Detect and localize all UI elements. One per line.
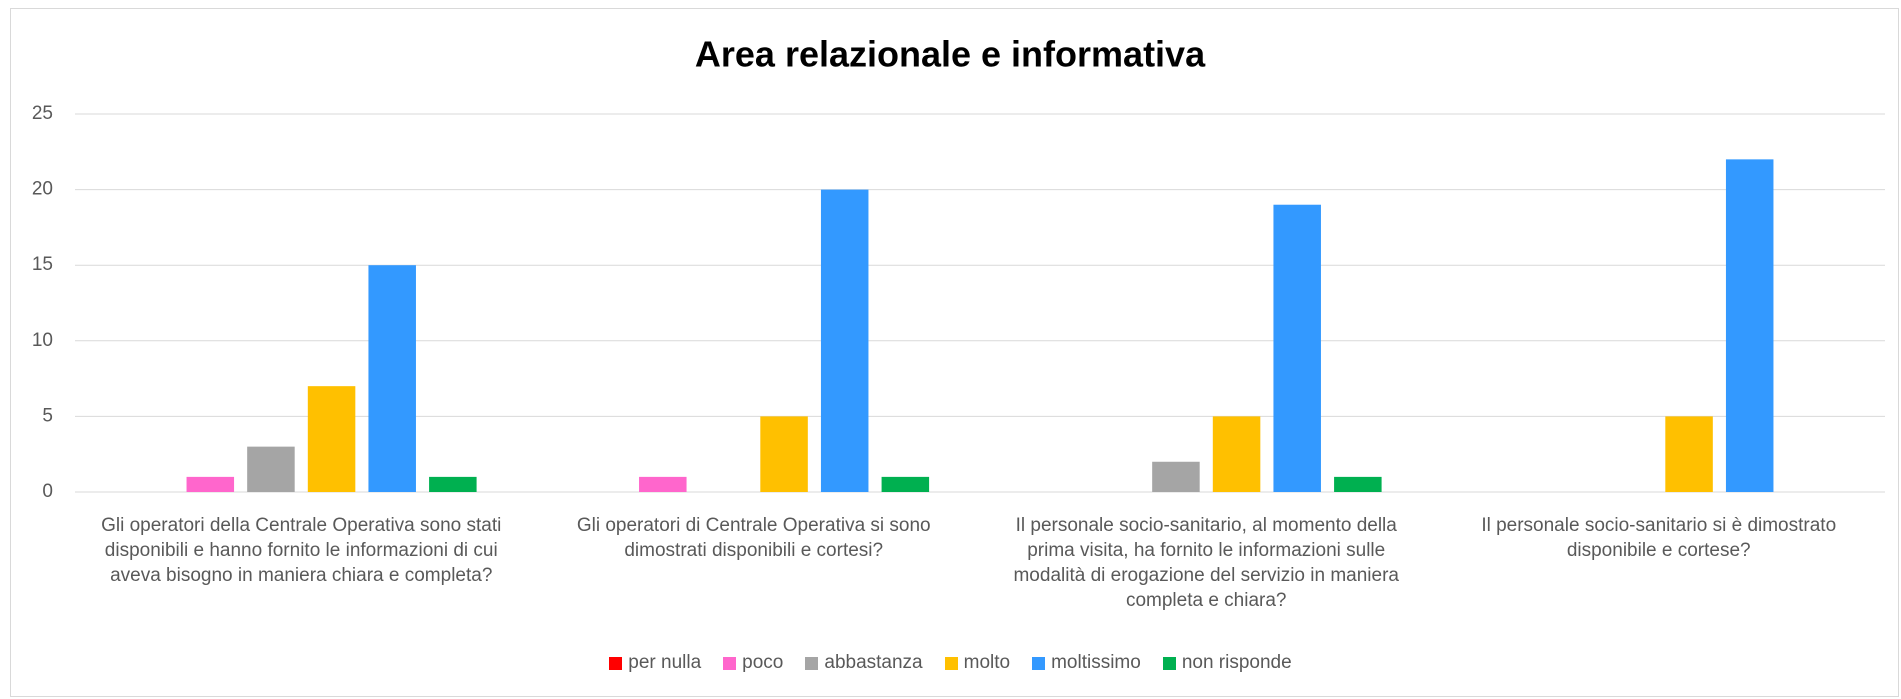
legend-item: poco: [723, 652, 783, 674]
x-tick-label: Il personale socio-sanitario, al momento…: [1013, 515, 1399, 611]
legend-item: moltissimo: [1032, 652, 1141, 674]
bar: [1212, 416, 1261, 492]
y-tick-label: 20: [32, 179, 53, 200]
bar: [760, 416, 808, 492]
legend-item: per nulla: [609, 652, 701, 674]
x-tick-label: Gli operatori della Centrale Operativa s…: [101, 515, 502, 586]
x-tick-label: Il personale socio-sanitario si è dimost…: [1481, 515, 1837, 561]
chart-frame: [10, 8, 1899, 697]
chart-title: Area relazionale e informativa: [695, 34, 1206, 75]
bar: [1725, 159, 1774, 493]
legend-label: abbastanza: [824, 652, 923, 673]
bar: [186, 476, 235, 492]
bar: [820, 189, 869, 492]
legend-label: non risponde: [1181, 652, 1292, 673]
legend-item: non risponde: [1162, 652, 1292, 674]
y-tick-label: 0: [42, 481, 53, 502]
legend-item: abbastanza: [805, 652, 923, 674]
bar: [1152, 461, 1200, 492]
legend-swatch: [609, 656, 623, 670]
legend-swatch: [1162, 656, 1176, 670]
bar: [1273, 204, 1321, 492]
legend-item: molto: [944, 652, 1011, 674]
bar: [368, 265, 416, 492]
bar: [247, 446, 295, 492]
legend-label: poco: [742, 652, 784, 673]
bar: [307, 386, 356, 492]
bar: [429, 476, 477, 492]
y-tick-label: 5: [42, 405, 53, 426]
bar: [1665, 416, 1713, 492]
x-tick-label: Gli operatori di Centrale Operativa si s…: [576, 515, 931, 561]
legend-swatch: [805, 656, 819, 670]
bar: [639, 476, 687, 492]
legend-swatch: [1032, 656, 1046, 670]
legend-swatch: [723, 656, 737, 670]
y-tick-label: 25: [32, 103, 53, 124]
legend-label: moltissimo: [1051, 652, 1141, 673]
legend-label: per nulla: [628, 652, 702, 673]
y-tick-label: 15: [32, 254, 53, 275]
legend: per nulla poco abbastanza molto moltissimo no…: [0, 652, 1901, 674]
y-tick-label: 10: [32, 330, 53, 351]
bar: [1334, 476, 1382, 492]
legend-label: molto: [963, 652, 1011, 673]
legend-swatch: [944, 656, 958, 670]
bar: [881, 476, 930, 492]
